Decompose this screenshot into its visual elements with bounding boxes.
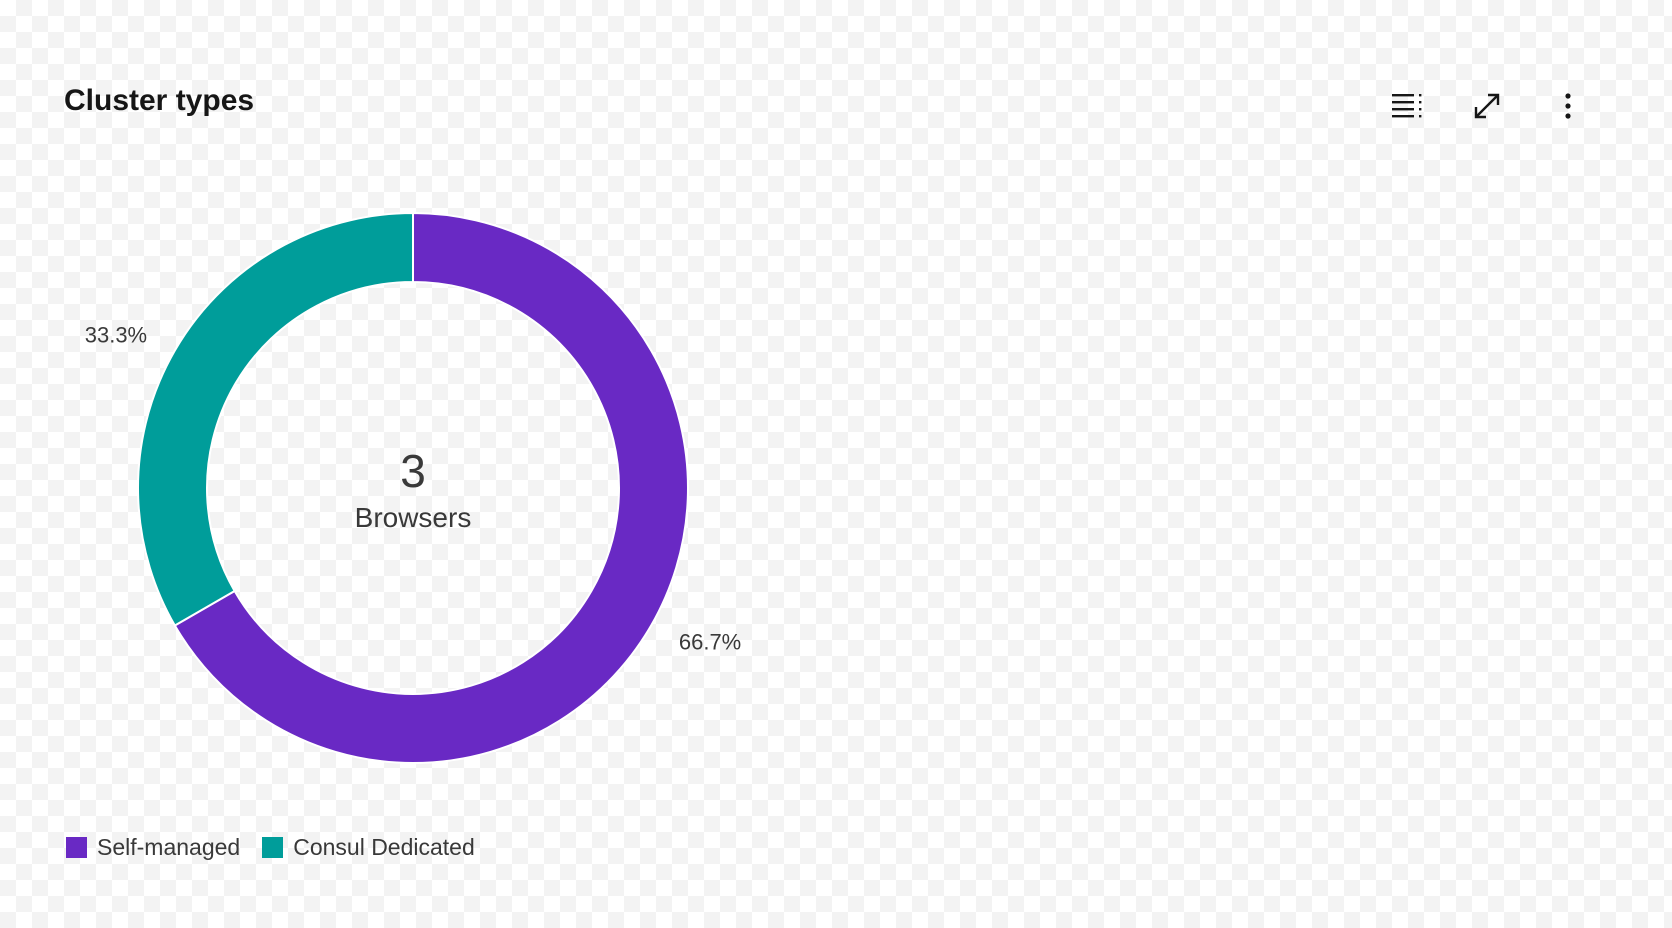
legend-label: Self-managed [97, 834, 241, 860]
legend-label: Consul Dedicated [293, 834, 475, 860]
table-view-icon [1392, 94, 1422, 118]
table-view-button[interactable] [1388, 86, 1428, 126]
donut-chart: 66.7% 33.3% 3 Browsers [85, 211, 741, 764]
maximize-icon [1474, 93, 1500, 119]
slice-label-consul-dedicated: 33.3% [85, 323, 147, 348]
chart-title: Cluster types [64, 84, 255, 117]
slice-label-self-managed: 66.7% [679, 630, 741, 655]
legend-item-consul-dedicated[interactable]: Consul Dedicated [262, 834, 475, 861]
donut-slice-consul-dedicated[interactable] [137, 211, 414, 627]
legend-swatch [262, 837, 284, 858]
overflow-menu-button[interactable] [1548, 86, 1588, 126]
center-label: Browsers [355, 502, 472, 533]
legend: Self-managed Consul Dedicated [66, 834, 475, 861]
legend-item-self-managed[interactable]: Self-managed [66, 834, 240, 861]
legend-swatch [66, 837, 87, 858]
center-value: 3 [400, 445, 426, 497]
overflow-menu-icon [1565, 93, 1571, 119]
donut-slice-self-managed[interactable] [173, 211, 689, 764]
maximize-button[interactable] [1467, 86, 1507, 126]
